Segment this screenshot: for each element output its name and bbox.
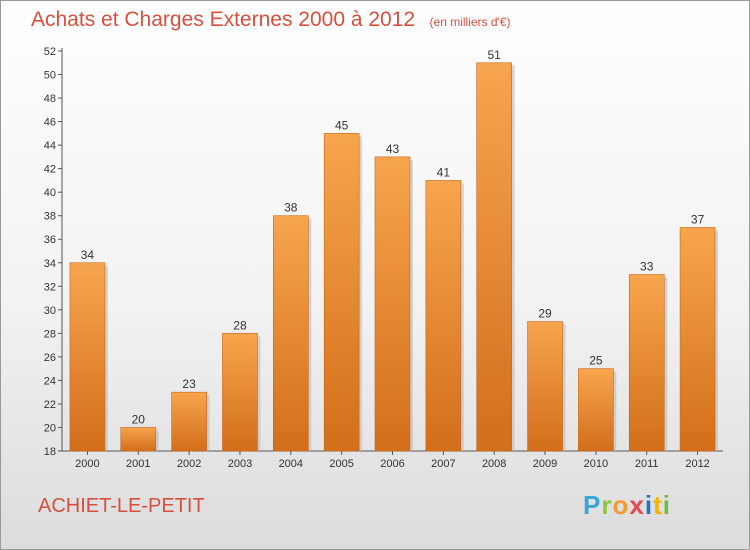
y-tick-label: 52 <box>44 46 56 58</box>
y-tick-label: 42 <box>44 164 56 176</box>
y-tick-label: 48 <box>44 93 56 105</box>
bar <box>323 133 360 452</box>
x-tick-label: 2011 <box>635 458 659 470</box>
x-tick-label: 2002 <box>177 458 201 470</box>
logo-letter: x <box>629 490 645 520</box>
y-tick-label: 46 <box>44 117 56 129</box>
data-label: 34 <box>81 248 95 262</box>
x-tick-label: 2006 <box>380 458 404 470</box>
bar <box>374 156 411 452</box>
title-block: Achats et Charges Externes 2000 à 2012 (… <box>31 8 511 32</box>
x-tick-label: 2000 <box>75 458 99 470</box>
bar <box>679 227 716 452</box>
bar <box>578 368 614 452</box>
chart-unit: (en milliers d'€) <box>429 15 511 29</box>
logo-letter: i <box>662 490 671 520</box>
bar <box>120 427 157 452</box>
x-tick-label: 2012 <box>685 458 709 470</box>
data-label: 23 <box>182 377 196 391</box>
x-tick-label: 2007 <box>431 458 455 470</box>
bar <box>476 62 512 452</box>
bar <box>222 333 258 452</box>
data-label: 43 <box>386 142 400 156</box>
y-tick-label: 34 <box>44 258 56 270</box>
commune-name: ACHIET-LE-PETIT <box>38 495 205 517</box>
data-label: 20 <box>132 412 146 426</box>
y-tick-label: 22 <box>44 399 56 411</box>
bar <box>273 215 309 452</box>
data-label: 29 <box>538 307 552 321</box>
data-label: 38 <box>284 201 298 215</box>
proxiti-logo: Proxiti <box>583 490 671 521</box>
x-tick-label: 2003 <box>228 458 252 470</box>
y-tick-label: 24 <box>44 375 56 387</box>
data-label: 51 <box>488 48 502 62</box>
chart-title: Achats et Charges Externes 2000 à 2012 <box>31 8 416 31</box>
data-label: 37 <box>691 212 705 226</box>
logo-letter: i <box>644 490 654 520</box>
x-tick-label: 2004 <box>279 458 303 470</box>
data-label: 25 <box>589 354 603 368</box>
bar <box>527 321 563 452</box>
x-tick-label: 2001 <box>126 458 150 470</box>
bar <box>69 262 106 452</box>
logo-letter: P <box>583 490 602 520</box>
logo-letter: t <box>653 490 663 520</box>
bar <box>628 274 665 452</box>
y-tick-label: 18 <box>44 446 56 458</box>
logo-letter: r <box>601 490 613 520</box>
x-tick-label: 2010 <box>584 458 608 470</box>
x-tick-label: 2009 <box>533 458 557 470</box>
x-tick-label: 2005 <box>329 458 353 470</box>
y-tick-label: 32 <box>44 281 56 293</box>
y-tick-label: 30 <box>44 305 56 317</box>
y-tick-label: 44 <box>44 140 56 152</box>
y-tick-label: 26 <box>44 352 56 364</box>
bar <box>425 180 462 452</box>
data-label: 33 <box>640 260 654 274</box>
y-tick-label: 38 <box>44 211 56 223</box>
data-label: 41 <box>437 165 451 179</box>
y-tick-label: 50 <box>44 70 56 82</box>
data-label: 28 <box>233 318 247 332</box>
x-tick-label: 2008 <box>482 458 506 470</box>
y-tick-label: 28 <box>44 328 56 340</box>
logo-letter: o <box>612 490 630 520</box>
data-label: 45 <box>335 118 349 132</box>
y-tick-label: 36 <box>44 234 56 246</box>
bar <box>171 391 207 452</box>
y-tick-label: 20 <box>44 422 56 434</box>
y-tick-label: 40 <box>44 187 56 199</box>
